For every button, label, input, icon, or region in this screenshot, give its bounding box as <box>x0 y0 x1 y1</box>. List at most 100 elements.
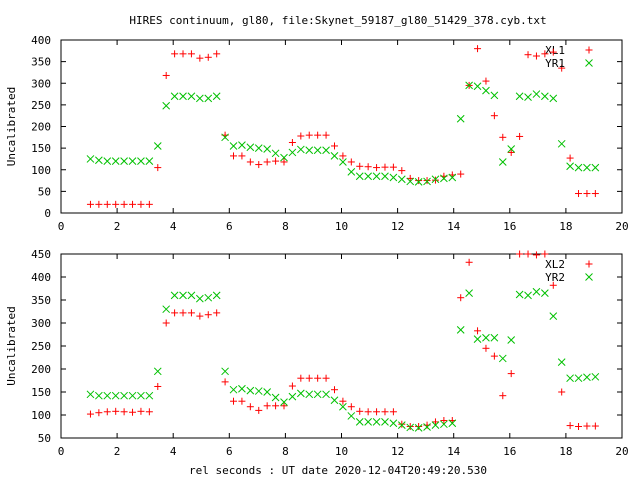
data-point <box>313 390 322 399</box>
data-point <box>221 367 229 376</box>
y-tick-label: 300 <box>31 77 51 90</box>
data-point <box>549 94 558 103</box>
data-point <box>145 157 154 165</box>
data-point <box>574 163 583 172</box>
data-point <box>423 423 431 431</box>
y-tick-label: 350 <box>31 294 51 307</box>
data-point <box>423 177 431 185</box>
data-point <box>583 190 591 198</box>
data-point <box>137 391 145 400</box>
data-point <box>162 305 171 314</box>
data-point <box>364 408 372 416</box>
data-point <box>356 407 364 415</box>
data-point <box>431 175 440 184</box>
data-point <box>498 354 507 363</box>
data-point <box>272 402 280 410</box>
plot-frame <box>60 253 623 439</box>
data-point <box>583 163 591 172</box>
data-point <box>271 393 280 402</box>
data-point <box>372 172 381 181</box>
data-point <box>591 372 600 381</box>
data-point <box>120 200 128 208</box>
data-point <box>575 423 583 430</box>
data-point <box>364 418 373 426</box>
data-point <box>229 142 238 150</box>
data-point <box>187 291 196 300</box>
data-point <box>145 408 153 416</box>
y-tick-label: 250 <box>31 99 51 112</box>
data-point <box>398 420 406 428</box>
data-point <box>516 132 524 140</box>
data-point <box>448 173 457 182</box>
data-point <box>280 402 288 410</box>
y-axis-label: Uncalibrated <box>5 87 18 166</box>
y-tick-label: 100 <box>31 164 51 177</box>
chart-title: HIRES continuum, gl80, file:Skynet_59187… <box>129 14 546 27</box>
x-tick-label: 4 <box>170 445 177 458</box>
x-tick-label: 12 <box>391 220 404 233</box>
data-point <box>330 386 338 394</box>
data-point <box>162 319 170 327</box>
data-point <box>254 387 263 395</box>
data-point <box>498 158 507 166</box>
data-point <box>558 388 566 396</box>
data-point <box>398 167 406 175</box>
data-point <box>154 382 162 390</box>
data-point <box>103 157 112 165</box>
y-tick-label: 350 <box>31 56 51 69</box>
data-point <box>558 64 566 72</box>
x-tick-label: 10 <box>335 220 348 233</box>
data-point <box>305 131 313 139</box>
data-point <box>440 174 448 183</box>
y-tick-label: 400 <box>31 34 51 47</box>
data-point <box>195 94 204 103</box>
x-tick-label: 18 <box>559 445 572 458</box>
data-point <box>457 294 465 302</box>
data-point <box>465 289 473 297</box>
y-tick-label: 150 <box>31 386 51 399</box>
data-point <box>414 424 423 432</box>
data-point <box>305 146 314 155</box>
data-point <box>196 312 204 320</box>
data-point <box>482 86 490 95</box>
data-point <box>381 418 389 426</box>
data-point <box>457 170 465 178</box>
data-point <box>204 94 213 103</box>
data-point <box>549 312 558 320</box>
data-point <box>532 287 541 296</box>
data-point <box>95 409 103 417</box>
data-point <box>415 423 423 430</box>
data-point <box>406 423 415 432</box>
data-point <box>86 390 95 399</box>
data-point <box>431 421 440 429</box>
data-point <box>255 406 263 414</box>
data-point <box>128 391 137 400</box>
data-point <box>389 163 397 171</box>
data-point <box>229 385 238 394</box>
data-point <box>288 148 297 157</box>
data-point <box>195 294 204 303</box>
data-point <box>406 177 415 186</box>
x-tick-label: 6 <box>226 220 233 233</box>
data-point <box>246 158 254 166</box>
data-point <box>499 133 507 141</box>
data-point <box>507 148 515 156</box>
data-point <box>162 101 171 110</box>
data-point <box>431 418 439 426</box>
data-point <box>263 402 271 410</box>
data-point <box>566 162 574 171</box>
data-point <box>238 152 246 160</box>
data-point <box>356 162 364 170</box>
data-point <box>406 423 414 430</box>
data-point <box>473 82 482 91</box>
data-point <box>179 291 187 300</box>
data-point <box>541 289 549 297</box>
data-point <box>524 51 532 59</box>
data-point <box>583 422 591 430</box>
data-point <box>465 258 473 266</box>
data-point <box>280 158 288 166</box>
data-point <box>423 177 431 186</box>
x-tick-label: 12 <box>391 445 404 458</box>
data-point <box>128 157 137 165</box>
